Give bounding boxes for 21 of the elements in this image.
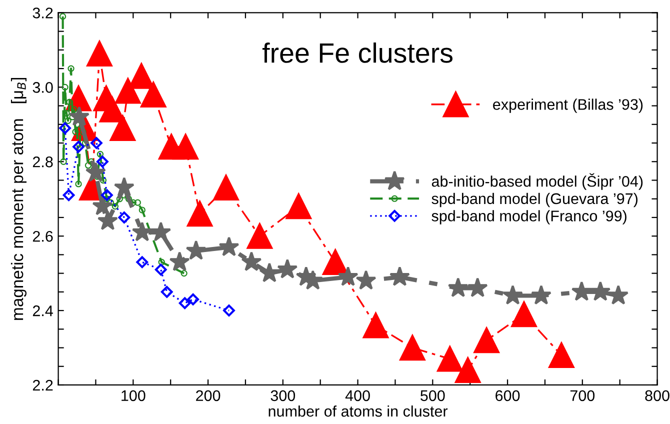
legend-label: ab-initio-based model (Šipr ’04) [432,173,643,190]
y-tick-label: 3.2 [32,8,53,18]
x-tick-label: 800 [645,390,670,402]
x-tick-label: 300 [270,390,296,402]
text: free Fe clusters [262,42,452,63]
x-tick-label: 600 [496,390,520,402]
legend-label: spd-band model (Franco ’99) [432,210,626,224]
y-tick-label: 2.2 [32,380,53,391]
y-tick-label: 2.8 [32,156,53,168]
y-tick-label: 3.0 [32,82,53,93]
legend-label: spd-band model (Guevara ’97) [432,192,638,208]
legend-label: experiment (Billas ’93) [493,98,643,113]
y-tick-label: 2.4 [32,305,53,316]
x-tick-label: 500 [420,390,445,402]
x-tick-label: 200 [196,390,220,402]
x-tick-label: 700 [570,390,595,402]
y-axis-title: magnetic moment per atom [μ$_{B}$] [10,78,27,320]
x-tick-label: 100 [122,390,146,402]
x-tick-label: 400 [345,390,370,402]
x-axis-title: number of atoms in cluster [268,405,448,417]
y-tick-label: 2.6 [32,230,53,242]
